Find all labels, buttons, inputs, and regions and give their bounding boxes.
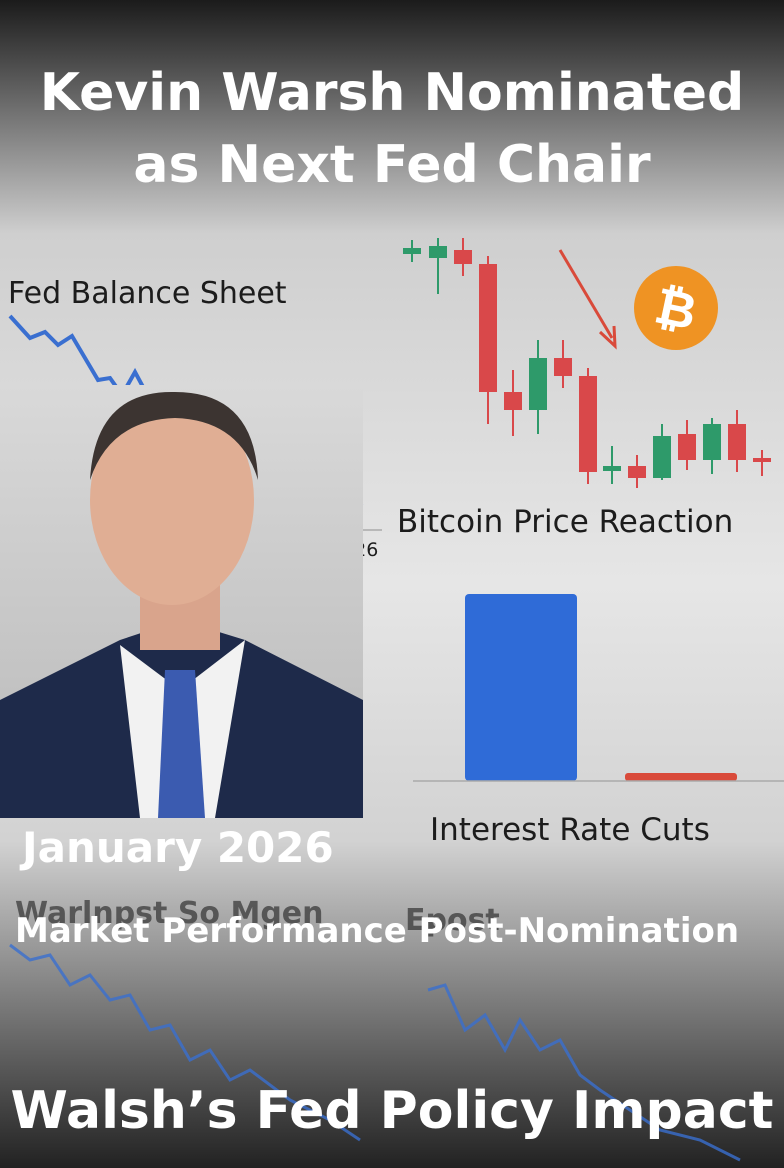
- candlesticks: [403, 238, 771, 488]
- candle-body: [653, 436, 671, 478]
- candle-body: [429, 246, 447, 258]
- title: as Next Fed Chair: [133, 135, 651, 195]
- bar: [625, 773, 737, 781]
- background-text: Warlnpst So Mgen: [15, 896, 324, 931]
- chart-label: Fed Balance Sheet: [8, 276, 287, 311]
- background-text: Epost: [405, 903, 500, 938]
- hair: [90, 391, 258, 480]
- line: [427, 983, 741, 1162]
- photo: [0, 385, 363, 818]
- chart-label: Interest Rate Cuts: [430, 812, 710, 848]
- arrow-head: [598, 325, 617, 350]
- candle-body: [728, 424, 746, 460]
- candle-body: [603, 466, 621, 471]
- candle-body: [454, 250, 472, 264]
- subtitle: Market Performance Post-Nomination: [15, 911, 739, 951]
- face: [90, 395, 254, 605]
- candle-body: [579, 376, 597, 472]
- candle-body: [753, 458, 771, 462]
- arrow: [558, 249, 614, 339]
- bar: [465, 594, 577, 781]
- line: [9, 943, 361, 1142]
- chart-label: Bitcoin Price Reaction: [397, 504, 733, 540]
- candle-body: [703, 424, 721, 460]
- tie: [158, 670, 205, 818]
- candle-body: [504, 392, 522, 410]
- candle-body: [479, 264, 497, 392]
- photo-caption: January 2026: [19, 823, 334, 872]
- candle-body: [403, 248, 421, 254]
- candle-body: [678, 434, 696, 460]
- title: Kevin Warsh Nominated: [40, 63, 745, 123]
- footer-title: Walsh’s Fed Policy Impact: [10, 1081, 773, 1141]
- bitcoin-icon: [634, 266, 718, 350]
- candle-body: [554, 358, 572, 376]
- candle-body: [529, 358, 547, 410]
- candle-body: [628, 466, 646, 478]
